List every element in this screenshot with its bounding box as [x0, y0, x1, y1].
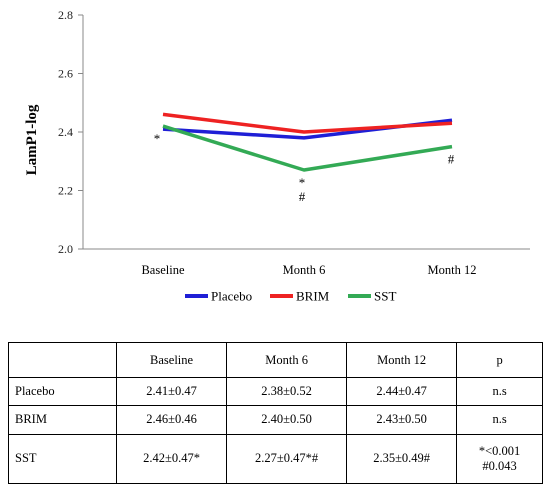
table-cell: 2.38±0.52	[226, 376, 348, 407]
significance-marker: #	[299, 189, 306, 204]
x-tick-label: Month 12	[428, 263, 477, 277]
table-header-cell: p	[456, 342, 543, 378]
series-line-placebo	[162, 118, 453, 140]
table-row: Placebo 2.41±0.47 2.38±0.52 2.44±0.47 n.…	[8, 376, 543, 407]
table-cell: 2.35±0.49#	[346, 433, 458, 485]
y-tick-label: 2.4	[58, 125, 73, 139]
table-header-cell	[8, 342, 117, 378]
y-tick-label: 2.8	[58, 8, 73, 22]
table-cell: 2.46±0.46	[115, 405, 228, 435]
significance-marker: #	[448, 152, 455, 167]
series-line-sst	[162, 124, 453, 172]
x-tick-label: Baseline	[141, 263, 184, 277]
p-value-cell: *<0.001 #0.043	[456, 433, 543, 485]
table-header-cell: Baseline	[115, 342, 228, 378]
table-cell: 2.44±0.47	[346, 376, 458, 407]
table-header-cell: Month 6	[226, 342, 348, 378]
table-cell: 2.43±0.50	[346, 405, 458, 435]
table-cell: 2.41±0.47	[115, 376, 228, 407]
table-row: SST 2.42±0.47* 2.27±0.47*# 2.35±0.49# *<…	[8, 433, 543, 485]
significance-marker: *	[299, 175, 306, 190]
p-value-cell: n.s	[456, 405, 543, 435]
x-tick-label: Month 6	[283, 263, 326, 277]
row-label: BRIM	[8, 405, 117, 435]
table-cell: 2.27±0.47*#	[226, 433, 348, 485]
stats-table: Baseline Month 6 Month 12 p Placebo 2.41…	[8, 342, 543, 485]
significance-marker: *	[154, 131, 161, 146]
table-cell: 2.42±0.47*	[115, 433, 228, 485]
series-line-brim	[162, 112, 453, 134]
y-tick-label: 2.0	[58, 242, 73, 256]
y-axis-label: LamP1-log	[24, 104, 40, 175]
y-tick-label: 2.6	[58, 67, 73, 81]
y-tick-label: 2.2	[58, 184, 73, 198]
p-value-line: *<0.001	[478, 443, 521, 458]
legend-label: Placebo	[211, 289, 252, 304]
row-label: SST	[8, 433, 117, 485]
p-value-line: #0.043	[482, 458, 517, 473]
line-chart: 2.0 2.2 2.4 2.6 2.8 Baseline Month 6 Month 12 La…	[24, 8, 530, 304]
table-header-cell: Month 12	[346, 342, 458, 378]
legend-label: BRIM	[296, 289, 330, 304]
table-row: BRIM 2.46±0.46 2.40±0.50 2.43±0.50 n.s	[8, 405, 543, 435]
legend-label: SST	[374, 289, 396, 304]
p-value-cell: n.s	[456, 376, 543, 407]
table-cell: 2.40±0.50	[226, 405, 348, 435]
row-label: Placebo	[8, 376, 117, 407]
table-header-row: Baseline Month 6 Month 12 p	[8, 342, 543, 378]
